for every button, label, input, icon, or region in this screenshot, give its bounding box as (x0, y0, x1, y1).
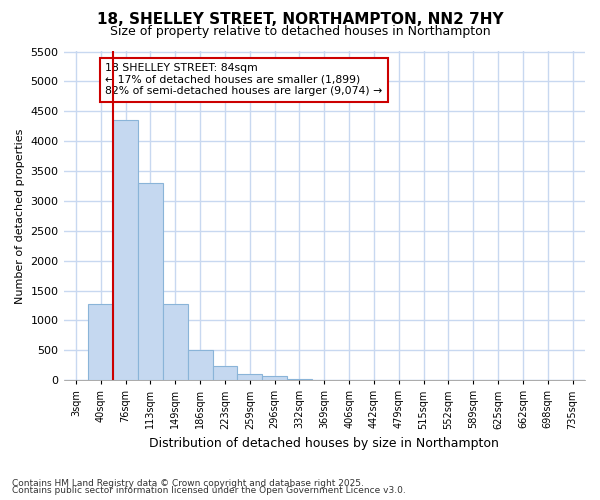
Bar (262, 376, 287, 380)
Text: Contains public sector information licensed under the Open Government Licence v3: Contains public sector information licen… (12, 486, 406, 495)
Text: Contains HM Land Registry data © Crown copyright and database right 2025.: Contains HM Land Registry data © Crown c… (12, 478, 364, 488)
Bar (163, 304, 188, 380)
Bar (138, 183, 163, 380)
Bar (238, 374, 262, 380)
Bar (188, 350, 212, 380)
X-axis label: Distribution of detached houses by size in Northampton: Distribution of detached houses by size … (149, 437, 499, 450)
Bar (287, 379, 312, 380)
Text: 18, SHELLEY STREET, NORTHAMPTON, NN2 7HY: 18, SHELLEY STREET, NORTHAMPTON, NN2 7HY (97, 12, 503, 28)
Bar (88, 304, 113, 380)
Bar (113, 120, 138, 380)
Y-axis label: Number of detached properties: Number of detached properties (15, 128, 25, 304)
Bar (212, 366, 238, 380)
Text: Size of property relative to detached houses in Northampton: Size of property relative to detached ho… (110, 25, 490, 38)
Text: 18 SHELLEY STREET: 84sqm
← 17% of detached houses are smaller (1,899)
82% of sem: 18 SHELLEY STREET: 84sqm ← 17% of detach… (105, 63, 383, 96)
